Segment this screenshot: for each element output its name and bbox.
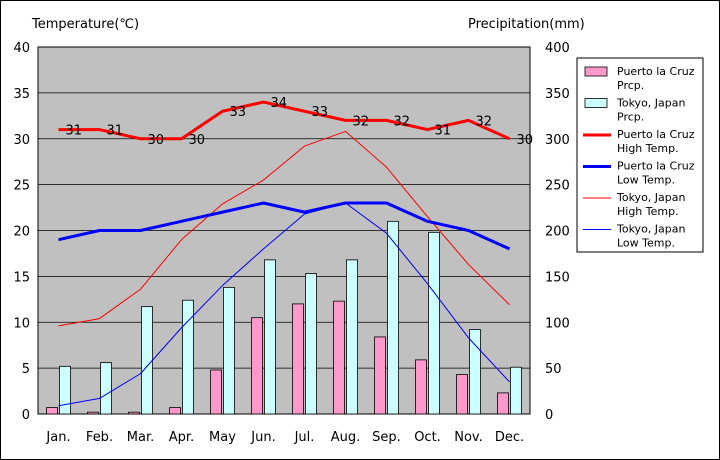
precip-bar [87,411,99,415]
precip-bar [456,374,468,415]
y-left-tick-label: 0 [22,408,30,423]
x-tick-label: Dec. [495,430,524,445]
legend-label: Tokyo, Japan [616,97,685,110]
x-tick-label: Nov. [454,430,483,445]
temp-line [58,100,511,141]
x-tick-label: Mar. [127,430,154,445]
legend-swatch [584,66,608,77]
precip-bar [510,366,522,415]
data-label: 30 [517,133,534,148]
data-label: 33 [312,105,329,120]
x-tick-label: Oct. [414,430,441,445]
x-tick-label: Jul. [294,430,315,445]
y-right-tick-label: 350 [545,87,570,102]
y-right-tick-label: 200 [545,225,570,240]
precip-bar [264,259,276,415]
data-label: 31 [435,124,452,139]
precip-bar [128,411,140,415]
precip-bar [497,392,509,415]
y-right-axis-title: Precipitation(mm) [468,17,585,32]
temp-line [58,130,510,327]
data-label: 31 [107,124,124,139]
y-left-axis-title: Temperature(℃) [31,17,139,32]
data-label: 31 [66,124,83,139]
legend-label: Puerto la Cruz [617,160,695,173]
data-label: 32 [353,114,370,129]
y-right-tick-label: 300 [545,133,570,148]
legend-label: Tokyo, Japan [616,223,685,236]
data-label: 30 [189,133,206,148]
y-left-tick-label: 25 [13,179,30,194]
precip-bar [428,231,440,415]
y-left-tick-label: 20 [13,225,30,240]
x-tick-label: Sep. [372,430,401,445]
precip-bar [415,359,427,415]
legend-label: Prcp. [617,111,644,124]
precip-bar [305,273,317,415]
legend-label: Tokyo, Japan [616,191,685,204]
y-right-tick-label: 100 [545,316,570,331]
data-label: 30 [148,133,165,148]
x-tick-label: Jan. [45,430,70,445]
precip-bar [100,362,112,415]
y-left-tick-label: 40 [13,41,30,56]
temp-line [58,201,511,251]
precip-bar [346,259,358,415]
precip-bar [292,303,304,415]
precip-bar [251,317,263,415]
legend-label: Prcp. [617,79,644,92]
legend-swatch [584,98,608,108]
y-left-tick-label: 35 [13,87,30,102]
precip-bar [169,407,181,415]
y-left-tick-label: 15 [13,270,30,285]
precip-bar [59,365,71,415]
precip-bar [387,220,399,415]
precip-bar [210,369,222,415]
precip-bar [182,299,194,415]
legend-label: Low Temp. [617,237,675,250]
precip-bar [333,300,345,415]
x-tick-label: May [209,430,236,445]
precip-bar [374,336,386,415]
y-right-tick-label: 250 [545,179,570,194]
x-tick-label: Jun. [250,430,275,445]
precip-bar [46,407,58,415]
precip-bar [141,306,153,415]
x-tick-label: Aug. [331,430,361,445]
x-tick-label: Apr. [169,430,194,445]
y-right-tick-label: 50 [545,362,562,377]
legend-label: Puerto la Cruz [617,65,695,78]
data-label: 32 [476,114,493,129]
temp-line [58,202,510,407]
y-right-tick-label: 150 [545,270,570,285]
y-left-tick-label: 10 [13,316,30,331]
y-left-tick-label: 30 [13,133,30,148]
precip-bar [469,329,481,415]
legend-label: High Temp. [617,142,679,155]
legend-label: Low Temp. [617,174,675,187]
y-left-tick-label: 5 [22,362,30,377]
precip-bar [223,286,235,415]
legend-label: High Temp. [617,205,679,218]
x-tick-label: Feb. [86,430,113,445]
legend-label: Puerto la Cruz [617,128,695,141]
legend-box [576,57,704,253]
data-label: 32 [394,114,411,129]
y-right-tick-label: 400 [545,41,570,56]
data-label: 34 [271,96,288,111]
y-right-tick-label: 0 [545,408,553,423]
data-label: 33 [230,105,247,120]
